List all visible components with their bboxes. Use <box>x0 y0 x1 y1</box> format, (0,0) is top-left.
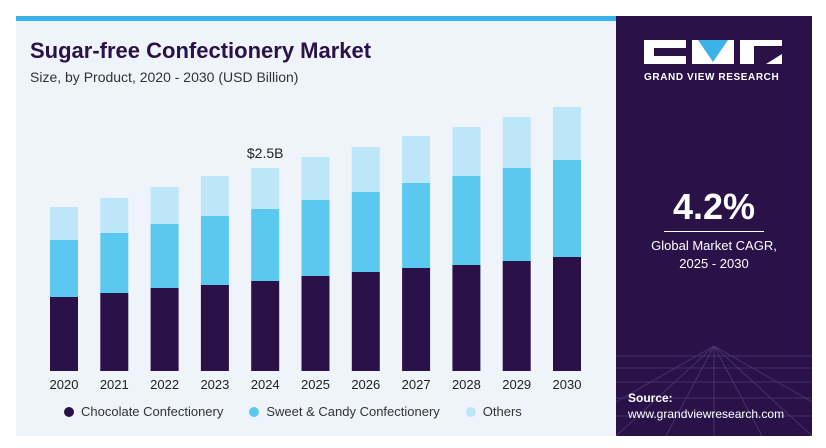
bar-2030-chocolate-confectionery <box>553 257 581 371</box>
bar-2023-chocolate-confectionery <box>200 285 229 371</box>
stacked-bar-chart: 2020 2021 2022 2023 2024 $2.5B 2025 2026 2027 202… <box>50 107 582 392</box>
bar-2023-sweet-and-candy-confectionery <box>200 216 229 285</box>
legend-item-others: Others <box>465 404 522 419</box>
top-accent-bar <box>16 16 616 21</box>
x-tick-label-2028: 2028 <box>452 377 481 392</box>
bar-2024-sweet-and-candy-confectionery <box>251 209 280 281</box>
bar-2020-sweet-and-candy-confectionery <box>50 240 78 297</box>
bar-2029-others <box>502 117 531 168</box>
legend-label-sweet-candy: Sweet & Candy Confectionery <box>266 404 440 419</box>
brand-logo: GRAND VIEW RESEARCH <box>644 40 794 83</box>
data-label-2024: $2.5B <box>247 145 284 161</box>
bar-2022-sweet-and-candy-confectionery <box>150 224 179 288</box>
x-tick-label-2029: 2029 <box>502 377 531 392</box>
cagr-label: Global Market CAGR, 2025 - 2030 <box>616 237 812 273</box>
logo-r-icon <box>740 40 782 64</box>
bar-2026-others <box>351 147 380 192</box>
brand-panel: GRAND VIEW RESEARCH 4.2% Global Market C… <box>616 16 812 436</box>
bar-2028-sweet-and-candy-confectionery <box>452 176 481 265</box>
legend-item-chocolate: Chocolate Confectionery <box>64 404 223 419</box>
x-tick-label-2030: 2030 <box>553 377 582 392</box>
bar-2030-sweet-and-candy-confectionery <box>553 160 581 257</box>
source-url: www.grandviewresearch.com <box>628 407 785 421</box>
bar-2020-chocolate-confectionery <box>50 297 78 371</box>
cagr-label-line1: Global Market CAGR, <box>651 238 777 253</box>
legend-swatch-chocolate <box>64 406 74 417</box>
bar-2027-chocolate-confectionery <box>402 268 431 371</box>
bar-2022-others <box>150 187 179 224</box>
x-tick-label-2020: 2020 <box>50 377 79 392</box>
x-tick-label-2023: 2023 <box>200 377 229 392</box>
cagr-value: 4.2% <box>672 186 756 227</box>
legend-label-others: Others <box>482 404 522 419</box>
perspective-grid-decoration <box>616 346 812 436</box>
bar-2030-others <box>553 107 581 160</box>
logo-mark <box>644 40 794 64</box>
bar-2021-sweet-and-candy-confectionery <box>100 233 129 293</box>
bar-2020-others <box>50 207 78 240</box>
bar-2025-sweet-and-candy-confectionery <box>301 200 330 276</box>
logo-v-icon <box>692 40 734 64</box>
bar-2024-chocolate-confectionery <box>251 281 280 371</box>
bar-2026-chocolate-confectionery <box>351 272 380 371</box>
x-tick-label-2022: 2022 <box>150 377 179 392</box>
bar-2029-sweet-and-candy-confectionery <box>502 168 531 261</box>
infographic-card: Sugar-free Confectionery Market Size, by… <box>16 16 812 436</box>
x-tick-label-2021: 2021 <box>100 377 129 392</box>
logo-g-icon <box>644 40 686 64</box>
bar-2023-others <box>200 176 229 216</box>
legend-item-sweet-candy: Sweet & Candy Confectionery <box>249 404 440 419</box>
bar-2026-sweet-and-candy-confectionery <box>351 192 380 272</box>
bar-2028-chocolate-confectionery <box>452 265 481 371</box>
bar-2028-others <box>452 127 481 176</box>
legend-label-chocolate: Chocolate Confectionery <box>81 404 224 419</box>
x-tick-label-2027: 2027 <box>402 377 431 392</box>
bar-2021-others <box>100 198 129 233</box>
chart-subtitle: Size, by Product, 2020 - 2030 (USD Billi… <box>30 69 299 85</box>
bar-2025-chocolate-confectionery <box>301 276 330 371</box>
chart-legend: Chocolate Confectionery Sweet & Candy Co… <box>64 404 548 419</box>
bar-2025-others <box>301 157 330 200</box>
brand-name: GRAND VIEW RESEARCH <box>644 72 780 83</box>
source-title: Source: <box>628 391 673 405</box>
cagr-divider <box>664 231 764 232</box>
legend-swatch-others <box>465 406 476 417</box>
x-tick-label-2024: 2024 <box>251 377 280 392</box>
chart-panel: Sugar-free Confectionery Market Size, by… <box>16 16 616 436</box>
cagr-label-line2: 2025 - 2030 <box>679 256 749 271</box>
bar-2021-chocolate-confectionery <box>100 293 129 371</box>
legend-swatch-sweet-candy <box>249 406 260 417</box>
bar-2029-chocolate-confectionery <box>502 261 531 371</box>
chart-title: Sugar-free Confectionery Market <box>30 38 372 63</box>
x-tick-label-2025: 2025 <box>301 377 330 392</box>
x-tick-label-2026: 2026 <box>351 377 380 392</box>
bar-2022-chocolate-confectionery <box>150 288 179 371</box>
bar-2027-sweet-and-candy-confectionery <box>402 183 431 268</box>
bar-2024-others <box>251 168 280 209</box>
bar-2027-others <box>402 136 431 183</box>
